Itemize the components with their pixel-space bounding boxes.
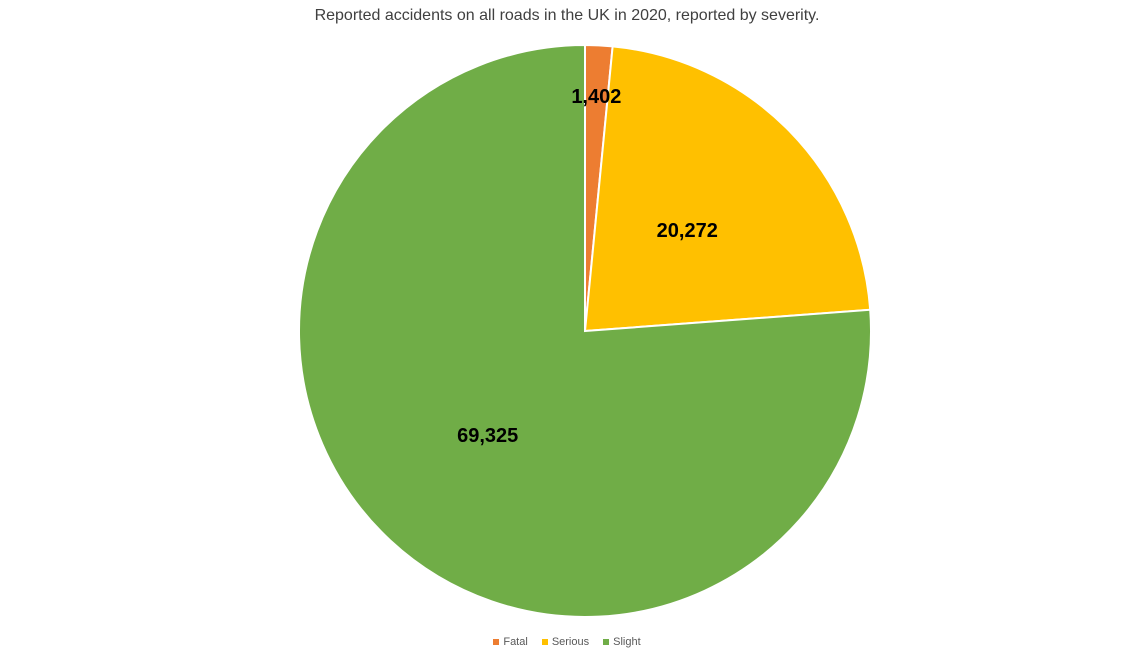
- legend-swatch-slight: [603, 639, 610, 645]
- chart-legend: Fatal Serious Slight: [0, 636, 1134, 648]
- pie-data-labels: 1,402 20,272 69,325: [457, 86, 718, 447]
- legend-item-fatal: Fatal: [493, 636, 528, 648]
- data-label-slight: 69,325: [457, 425, 518, 447]
- legend-label-serious: Serious: [551, 636, 590, 648]
- legend-label-fatal: Fatal: [503, 636, 528, 648]
- legend-item-slight: Slight: [603, 636, 641, 648]
- pie-slice-serious: [583, 45, 872, 333]
- data-label-serious: 20,272: [657, 220, 718, 242]
- pie-slice-slight: [298, 43, 872, 618]
- legend-swatch-serious: [541, 639, 548, 645]
- data-label-fatal: 1,402: [571, 86, 621, 108]
- legend-label-slight: Slight: [613, 636, 641, 648]
- pie-slices: [298, 43, 872, 618]
- chart-title: Reported accidents on all roads in the U…: [314, 7, 820, 24]
- legend-item-serious: Serious: [541, 636, 590, 648]
- legend-swatch-fatal: [493, 639, 500, 645]
